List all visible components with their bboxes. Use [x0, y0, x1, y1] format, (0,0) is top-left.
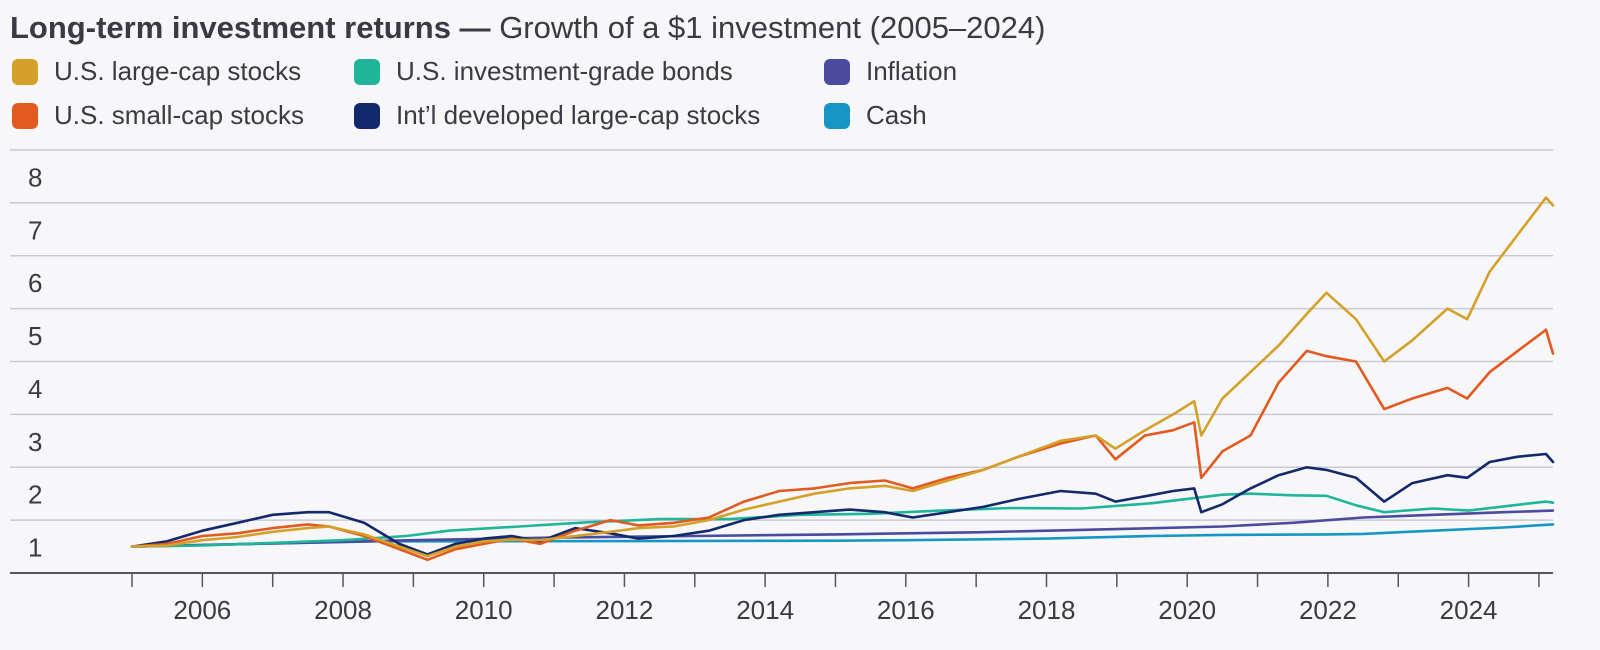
legend-item-intl: Int’l developed large-cap stocks — [354, 100, 760, 131]
x-tick-label: 2022 — [1299, 595, 1357, 625]
legend: U.S. large-cap stocks U.S. investment-gr… — [12, 56, 1112, 146]
legend-label: U.S. large-cap stocks — [54, 56, 302, 86]
legend-item-small-cap: U.S. small-cap stocks — [12, 100, 304, 131]
y-tick-label: 4 — [28, 374, 42, 404]
legend-swatch — [354, 102, 380, 129]
legend-swatch — [824, 58, 850, 85]
line-chart: 1 2 3 4 5 6 7 8 2006 2008 2010 2012 2014 2016 2018 2020… — [10, 149, 1555, 625]
y-tick-label: 6 — [28, 268, 42, 298]
legend-item-large-cap: U.S. large-cap stocks — [12, 56, 301, 87]
x-tick-label: 2008 — [314, 595, 372, 625]
legend-swatch — [354, 58, 380, 85]
x-tick-label: 2020 — [1158, 595, 1216, 625]
x-tick-label: 2016 — [877, 595, 935, 625]
legend-swatch — [12, 58, 38, 85]
y-tick-label: 5 — [28, 321, 42, 351]
legend-label: Int’l developed large-cap stocks — [396, 100, 761, 130]
x-tick-label: 2024 — [1440, 595, 1498, 625]
legend-label: U.S. investment-grade bonds — [396, 56, 733, 86]
y-tick-label: 1 — [28, 533, 42, 563]
y-tick-label: 7 — [28, 215, 42, 245]
series-line-u-s-investment-grade-bonds — [130, 492, 1555, 548]
y-tick-label: 3 — [28, 427, 42, 457]
chart-subtitle: Growth of a $1 investment (2005–2024) — [499, 10, 1046, 45]
legend-item-cash: Cash — [824, 100, 927, 131]
legend-swatch — [12, 102, 38, 129]
legend-swatch — [824, 102, 850, 129]
x-tick-label: 2012 — [596, 595, 654, 625]
chart-title: Long-term investment returns — Growth of… — [10, 8, 1045, 48]
series-line-int-l-developed-large-cap-stocks — [130, 452, 1555, 556]
chart-title-bold: Long-term investment returns — — [10, 10, 491, 45]
legend-label: U.S. small-cap stocks — [54, 100, 304, 130]
x-tick-label: 2018 — [1018, 595, 1076, 625]
legend-label: Inflation — [866, 56, 958, 86]
series-line-inflation — [130, 509, 1555, 548]
legend-label: Cash — [866, 100, 927, 130]
legend-item-inflation: Inflation — [824, 56, 957, 87]
x-tick-label: 2014 — [736, 595, 794, 625]
series-line-u-s-small-cap-stocks — [130, 328, 1555, 562]
legend-item-bonds: U.S. investment-grade bonds — [354, 56, 733, 87]
x-tick-label: 2006 — [173, 595, 231, 625]
x-tick-label: 2010 — [455, 595, 513, 625]
series-line-u-s-large-cap-stocks — [130, 196, 1555, 558]
y-tick-label: 8 — [28, 162, 42, 192]
y-tick-label: 2 — [28, 480, 42, 510]
